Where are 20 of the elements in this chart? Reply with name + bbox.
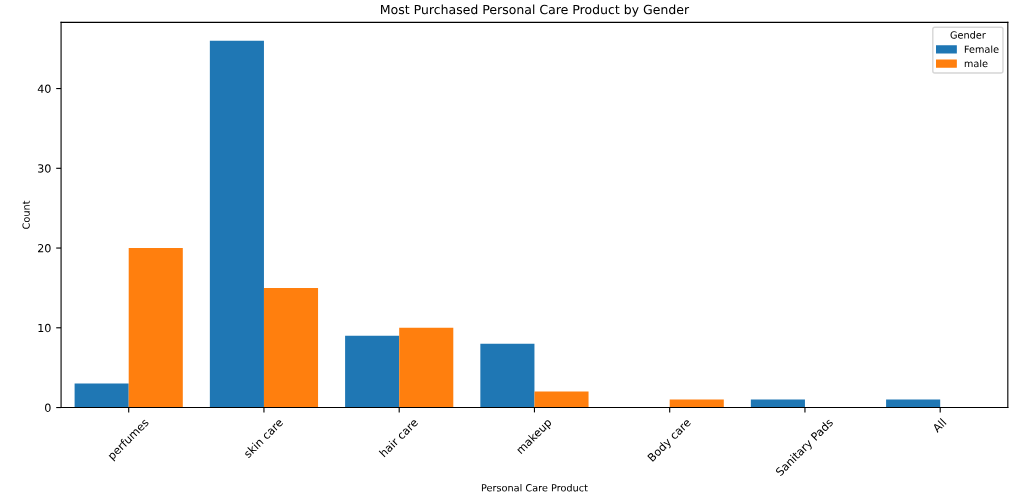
legend-label: male	[964, 59, 988, 68]
bar	[399, 327, 454, 408]
bar	[534, 391, 589, 408]
y-tick-label: 20	[38, 244, 51, 253]
x-axis-title: Personal Care Product	[481, 483, 588, 492]
y-tick-label: 10	[38, 323, 51, 333]
bar	[128, 248, 183, 408]
bar	[263, 287, 319, 408]
x-tick-label: All	[931, 418, 947, 433]
y-tick-label: 0	[45, 403, 51, 412]
chart-title: Most Purchased Personal Care Product by Gender	[381, 4, 690, 17]
legend-title: Gender	[950, 31, 986, 39]
bar	[345, 335, 400, 408]
bar	[480, 343, 535, 408]
bar	[209, 40, 264, 408]
y-tick-label: 30	[38, 164, 51, 173]
bar	[74, 383, 129, 408]
y-tick-label: 40	[37, 84, 51, 93]
legend-label: Female	[964, 45, 999, 53]
y-axis-title: Count	[22, 200, 30, 229]
